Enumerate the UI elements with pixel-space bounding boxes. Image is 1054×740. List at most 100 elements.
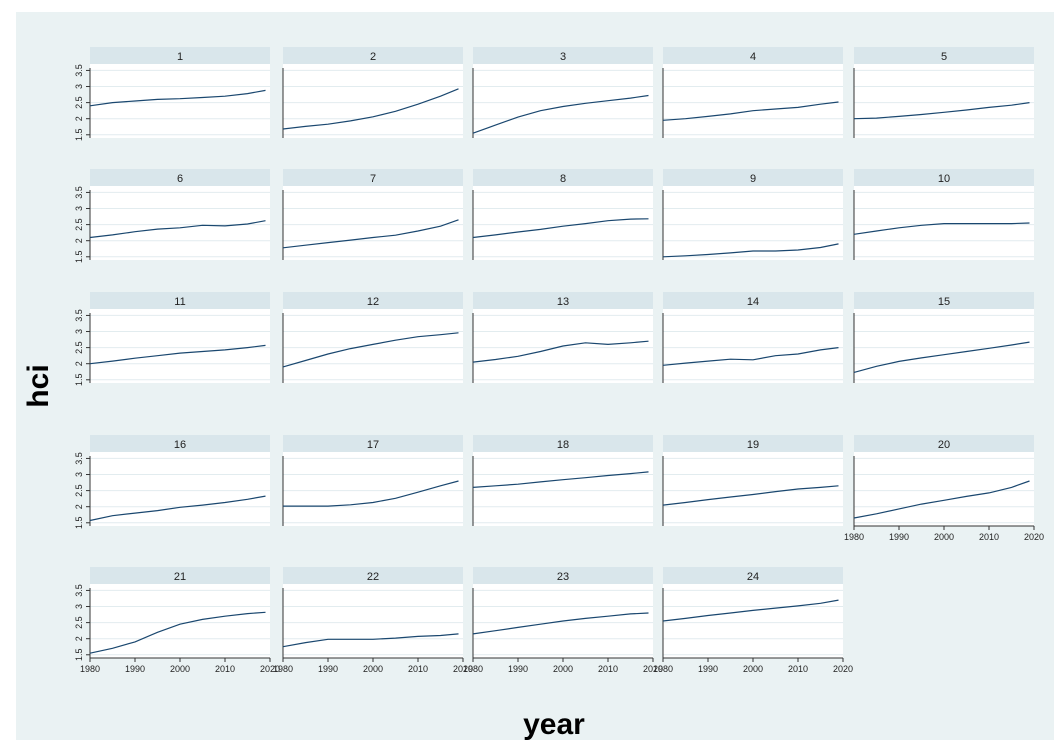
y-tick-label-6-4: 3.5 [74,186,84,199]
y-tick-label-21-3: 3 [74,604,84,609]
series-line-14 [662,347,839,366]
panel-plot-17 [283,452,463,526]
x-tick-label-23-0: 1980 [463,664,483,674]
x-tick-label-22-4: 2020 [453,664,473,674]
x-tick-label-21-4: 2020 [260,664,280,674]
panel-title-23: 23 [557,571,569,583]
y-tick-label-21-1: 2 [74,636,84,641]
panel-strip-9 [663,169,843,186]
panel-strip-6 [90,169,270,186]
y-tick-label-11-2: 2.5 [74,341,84,354]
panel-strip-1 [90,47,270,64]
panel-title-7: 7 [370,173,376,185]
panel-title-21: 21 [174,571,186,583]
panel-title-10: 10 [938,173,950,185]
y-tick-label-16-3: 3 [74,472,84,477]
series-line-13 [472,340,649,363]
figure-frame: 1 1.5 2 2.5 3 3.5 2 3 4 5 6 1.5 2 2.5 3 3.5 7 8 9 10 11 1.5 2 2… [16,12,1054,740]
panel-strip-18 [473,435,653,452]
series-line-21 [89,611,266,654]
x-tick-label-24-0: 1980 [653,664,673,674]
panel-title-9: 9 [750,173,756,185]
panel-title-24: 24 [747,571,759,583]
series-line-10 [853,222,1030,235]
x-tick-label-20-2: 2000 [934,532,954,542]
panel-title-5: 5 [941,51,947,63]
panel-title-11: 11 [174,296,185,308]
panel-plot-24 [663,584,843,658]
panel-title-17: 17 [367,439,379,451]
x-tick-label-21-2: 2000 [170,664,190,674]
panel-title-22: 22 [367,571,379,583]
panel-plot-3 [473,64,653,138]
series-line-8 [472,218,649,239]
y-tick-label-11-0: 1.5 [74,374,84,387]
panel-title-4: 4 [750,51,756,63]
series-line-12 [282,332,459,368]
panel-plot-14 [663,309,843,383]
series-line-2 [282,88,459,130]
series-line-5 [853,102,1030,120]
series-line-23 [472,612,649,635]
panel-strip-12 [283,292,463,309]
y-tick-label-21-0: 1.5 [74,649,84,662]
panel-plot-5 [854,64,1034,138]
x-tick-label-20-4: 2020 [1024,532,1044,542]
x-tick-label-24-4: 2020 [833,664,853,674]
panel-title-13: 13 [557,296,569,308]
panel-title-15: 15 [938,296,950,308]
panel-strip-5 [854,47,1034,64]
panel-strip-15 [854,292,1034,309]
series-line-9 [662,243,839,258]
y-tick-label-1-3: 3 [74,84,84,89]
panel-title-6: 6 [177,173,183,185]
x-tick-label-21-3: 2010 [215,664,235,674]
panel-strip-21 [90,567,270,584]
series-line-3 [472,94,649,134]
y-tick-label-6-2: 2.5 [74,218,84,231]
panel-title-8: 8 [560,173,566,185]
panel-strip-8 [473,169,653,186]
y-tick-label-21-4: 3.5 [74,584,84,597]
y-tick-label-1-1: 2 [74,116,84,121]
panel-plot-6 [90,186,270,260]
panel-plot-11 [90,309,270,383]
series-line-16 [89,495,266,522]
y-tick-label-16-1: 2 [74,504,84,509]
panel-strip-23 [473,567,653,584]
y-tick-label-11-3: 3 [74,329,84,334]
x-tick-label-21-0: 1980 [80,664,100,674]
x-tick-label-21-1: 1990 [125,664,145,674]
series-line-19 [662,485,839,506]
panel-title-19: 19 [747,439,759,451]
panel-strip-2 [283,47,463,64]
panel-strip-10 [854,169,1034,186]
x-tick-label-23-4: 2020 [643,664,663,674]
small-multiples-chart: 11.522.533.52 3 4 561.522.533.57 8 9 10111.522… [22,47,1044,740]
series-line-15 [853,341,1030,373]
series-line-22 [282,633,459,648]
panel-title-2: 2 [370,51,376,63]
x-tick-label-22-2: 2000 [363,664,383,674]
y-tick-label-1-0: 1.5 [74,129,84,142]
x-tick-label-23-2: 2000 [553,664,573,674]
panel-plot-9 [663,186,843,260]
series-line-20 [853,480,1030,519]
panel-plot-18 [473,452,653,526]
panel-strip-14 [663,292,843,309]
series-line-1 [89,89,266,107]
panel-strip-4 [663,47,843,64]
panel-title-14: 14 [747,296,759,308]
panel-plot-2 [283,64,463,138]
series-line-6 [89,220,266,239]
panel-strip-17 [283,435,463,452]
series-line-18 [472,471,649,488]
panel-title-16: 16 [174,439,186,451]
y-axis-title: hci [22,364,55,407]
series-line-4 [662,101,839,121]
x-tick-label-20-1: 1990 [889,532,909,542]
x-tick-label-24-2: 2000 [743,664,763,674]
panel-plot-19 [663,452,843,526]
panel-strip-16 [90,435,270,452]
panel-plot-7 [283,186,463,260]
